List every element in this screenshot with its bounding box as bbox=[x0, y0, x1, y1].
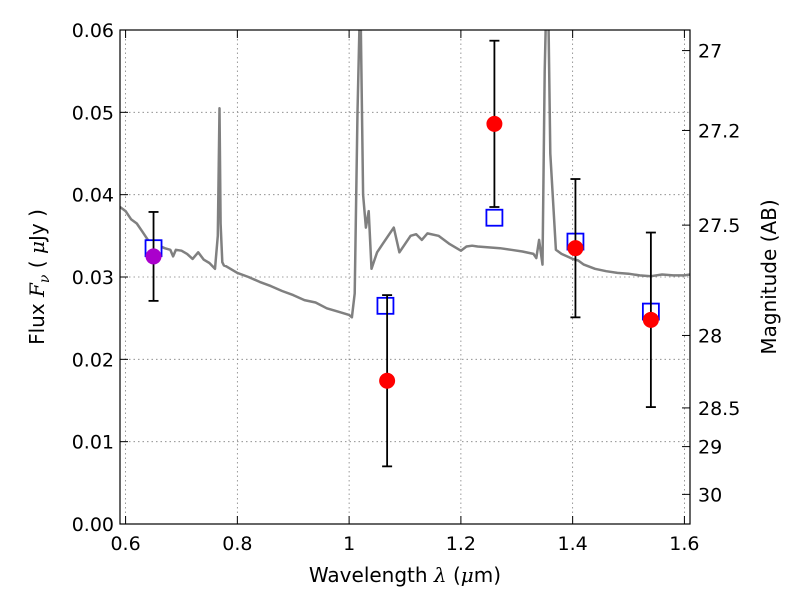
band-flux-square bbox=[376, 296, 395, 315]
y-tick-label: 0.00 bbox=[72, 514, 114, 536]
observed-point bbox=[642, 311, 659, 328]
markers-layer bbox=[144, 39, 660, 468]
x-axis-label: Wavelength λ (μm) bbox=[309, 563, 501, 587]
right-tick-label: 27.2 bbox=[698, 120, 740, 142]
spectrum-line bbox=[120, 30, 690, 319]
y-tick-label: 0.02 bbox=[72, 349, 114, 371]
observed-point bbox=[567, 240, 584, 257]
x-tick-label: 1.2 bbox=[446, 533, 476, 555]
spectrum-layer bbox=[120, 30, 690, 319]
y-tick-labels: 0.00 0.01 0.02 0.03 0.04 0.05 0.06 bbox=[72, 20, 114, 536]
x-tick-label: 0.8 bbox=[222, 533, 252, 555]
right-tick-label: 28.5 bbox=[698, 398, 740, 420]
right-tick-label: 28 bbox=[698, 325, 722, 347]
right-tick-label: 27 bbox=[698, 41, 722, 63]
right-tick-labels: 27 27.2 27.5 28 28.5 29 30 bbox=[698, 41, 740, 507]
y-tick-label: 0.06 bbox=[72, 20, 114, 42]
y-axis-label: Flux Fν ( μJy ) bbox=[25, 209, 53, 345]
y-tick-label: 0.03 bbox=[72, 267, 114, 289]
right-tick-label: 30 bbox=[698, 484, 722, 506]
x-tick-label: 1.6 bbox=[669, 533, 699, 555]
observed-point bbox=[486, 115, 503, 132]
x-tick-label: 1.4 bbox=[558, 533, 588, 555]
observed-point bbox=[379, 372, 396, 389]
y-tick-label: 0.01 bbox=[72, 432, 114, 454]
right-tick-label: 27.5 bbox=[698, 215, 740, 237]
right-tick-label: 29 bbox=[698, 437, 722, 459]
band-flux-square bbox=[485, 208, 504, 227]
y-tick-label: 0.05 bbox=[72, 102, 114, 124]
right-axis-label: Magnitude (AB) bbox=[757, 199, 781, 354]
x-tick-labels: 0.6 0.8 1 1.2 1.4 1.6 bbox=[110, 533, 699, 555]
x-tick-label: 1 bbox=[343, 533, 355, 555]
observed-point bbox=[145, 248, 162, 265]
x-tick-label: 0.6 bbox=[110, 533, 140, 555]
axis-ticks bbox=[120, 29, 690, 525]
y-tick-label: 0.04 bbox=[72, 185, 114, 207]
